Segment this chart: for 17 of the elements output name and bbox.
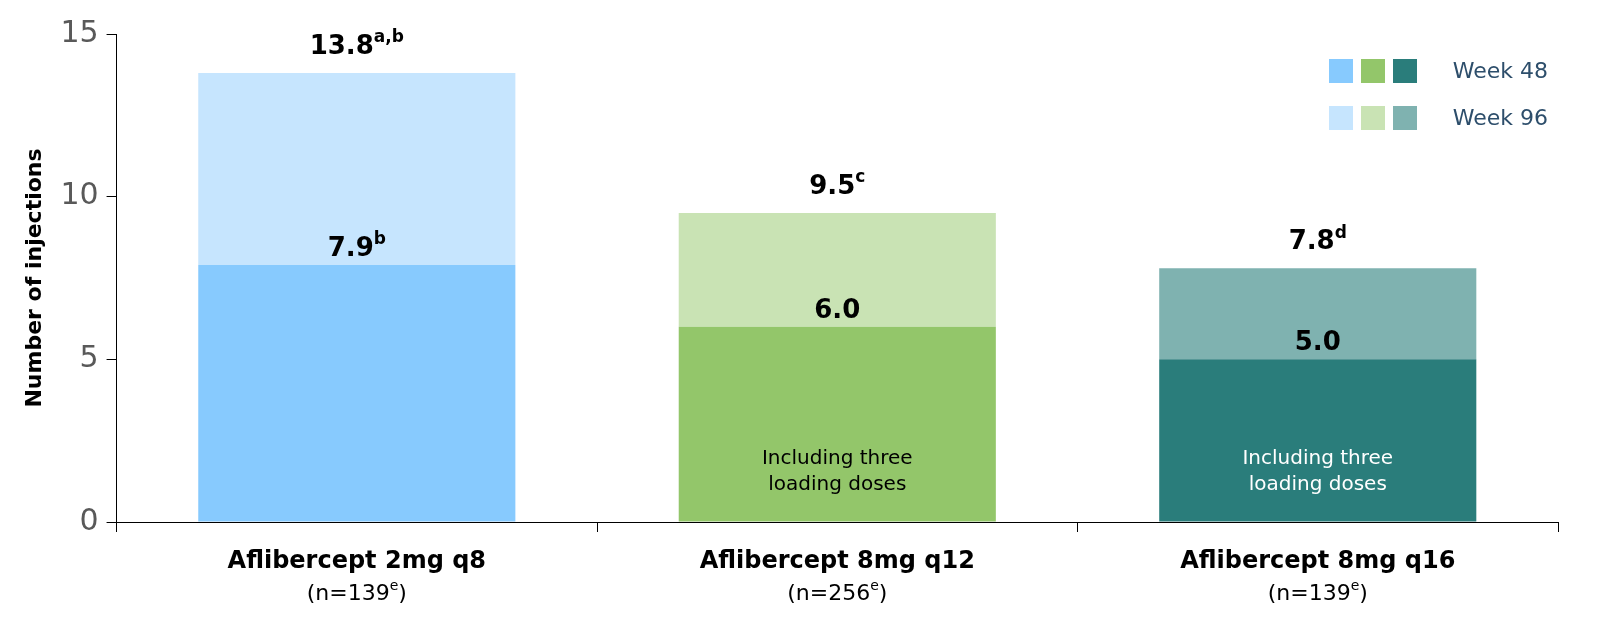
annotation: Including three loading doses [1242, 445, 1394, 496]
legend-label: Week 48 [1452, 58, 1548, 83]
bar [678, 326, 996, 522]
bar [198, 73, 516, 265]
y-tick-label: 15 [60, 13, 99, 49]
y-tick-label: 0 [79, 501, 99, 537]
annotation: Including three loading doses [761, 445, 913, 496]
legend-label: Week 96 [1452, 105, 1548, 130]
y-axis-title: Number of injections [20, 148, 46, 408]
bar [1159, 268, 1477, 360]
bar [1159, 359, 1477, 522]
y-tick-label: 5 [79, 339, 99, 375]
bar [198, 264, 516, 522]
bar [678, 212, 996, 327]
data-label: 6.0 [814, 293, 861, 324]
y-tick-label: 10 [60, 176, 99, 212]
data-label: 5.0 [1294, 326, 1341, 357]
